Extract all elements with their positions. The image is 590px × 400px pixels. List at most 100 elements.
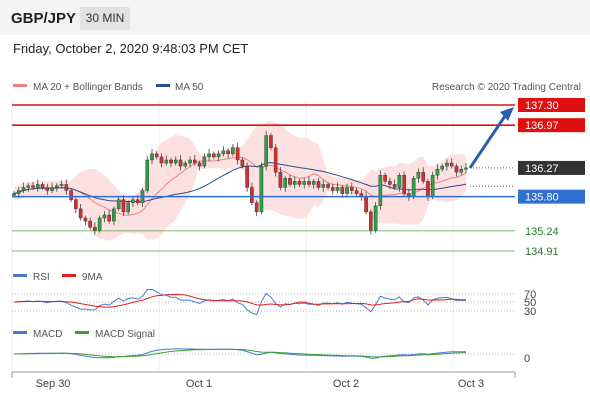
candle-body bbox=[173, 159, 178, 164]
candle-body bbox=[69, 190, 73, 200]
candle bbox=[154, 151, 159, 160]
candle bbox=[59, 180, 64, 189]
candle bbox=[102, 211, 107, 223]
x-axis: Sep 30 Oct 1 Oct 2 Oct 3 bbox=[11, 371, 516, 390]
candle bbox=[416, 168, 421, 183]
candle-body bbox=[178, 159, 183, 167]
candle bbox=[283, 175, 288, 192]
candle-body bbox=[335, 187, 340, 191]
candle-body bbox=[131, 199, 135, 203]
candle bbox=[378, 170, 383, 211]
candle bbox=[340, 185, 345, 198]
candle bbox=[388, 177, 392, 189]
candle-body bbox=[430, 175, 435, 197]
legend-swatch-ma20 bbox=[13, 84, 27, 87]
candle-body bbox=[102, 214, 107, 219]
candle bbox=[245, 162, 249, 192]
rsi-9ma-line bbox=[13, 293, 467, 308]
candle bbox=[112, 206, 116, 226]
candle-body bbox=[221, 150, 226, 155]
candle bbox=[69, 188, 73, 203]
candle-body bbox=[383, 175, 387, 182]
macd-signal-line bbox=[14, 348, 467, 358]
candle-body bbox=[397, 175, 402, 188]
candle bbox=[435, 164, 440, 180]
level-label-136.97: 136.97 bbox=[525, 120, 559, 132]
x-label-oct3: Oct 3 bbox=[458, 378, 484, 390]
candle bbox=[188, 156, 192, 168]
candle-body bbox=[40, 184, 45, 188]
legend-label-rsi-9ma: 9MA bbox=[82, 272, 103, 283]
candle-body bbox=[88, 220, 92, 228]
candle bbox=[354, 188, 359, 197]
candle-body bbox=[59, 184, 64, 186]
candle-body bbox=[212, 153, 216, 158]
legend-swatch-ma50 bbox=[156, 84, 170, 87]
candle-body bbox=[202, 156, 207, 167]
candle bbox=[202, 153, 207, 169]
candle bbox=[178, 155, 183, 171]
candle bbox=[350, 182, 354, 195]
candle bbox=[259, 162, 264, 215]
candle-body bbox=[126, 202, 130, 213]
candle bbox=[330, 183, 335, 195]
candle-body bbox=[31, 185, 35, 188]
legend-swatch-macd bbox=[13, 331, 27, 334]
candle-body bbox=[302, 181, 307, 185]
watermark-text: Research © 2020 Trading Central bbox=[432, 82, 581, 93]
candle bbox=[221, 145, 226, 157]
candle bbox=[445, 159, 449, 171]
candle-body bbox=[292, 181, 297, 185]
candle-body bbox=[188, 159, 192, 164]
candle-body bbox=[55, 185, 59, 188]
macd-panel: MACD MACD Signal 0 bbox=[12, 329, 530, 365]
symbol-title: GBP/JPY bbox=[11, 10, 77, 27]
candle bbox=[373, 202, 378, 233]
candle-body bbox=[169, 159, 173, 164]
candle bbox=[173, 156, 178, 166]
candle-body bbox=[164, 159, 169, 164]
ma50-line bbox=[13, 162, 467, 203]
forecast-arrow bbox=[468, 107, 514, 169]
candle bbox=[235, 142, 240, 165]
candle-body bbox=[269, 135, 273, 148]
candle bbox=[254, 200, 259, 217]
candle-body bbox=[83, 217, 88, 222]
candle bbox=[392, 179, 397, 190]
candle-body bbox=[278, 171, 283, 188]
x-label-sep30: Sep 30 bbox=[36, 378, 71, 390]
candle bbox=[421, 167, 425, 184]
candle bbox=[131, 196, 135, 208]
candle-body bbox=[421, 171, 425, 182]
candle bbox=[250, 182, 254, 206]
candle bbox=[430, 171, 435, 200]
candle-body bbox=[373, 205, 378, 231]
level-label-135.80: 135.80 bbox=[525, 192, 559, 204]
candle-body bbox=[264, 135, 268, 167]
candle bbox=[216, 150, 221, 162]
candle-body bbox=[226, 150, 230, 155]
candle bbox=[440, 163, 445, 172]
candle bbox=[83, 215, 88, 226]
x-label-oct2: Oct 2 bbox=[333, 378, 359, 390]
level-tag-137.30 bbox=[518, 98, 585, 112]
rsi-tick-50: 50 bbox=[524, 297, 536, 309]
candle bbox=[273, 144, 278, 177]
candle bbox=[197, 160, 202, 171]
forecast-arrow-shaft bbox=[468, 115, 507, 169]
timeframe-badge[interactable]: 30 MIN bbox=[80, 7, 130, 30]
candle bbox=[264, 130, 268, 171]
candle-body bbox=[16, 190, 21, 194]
candle-body bbox=[464, 167, 468, 170]
legend-label-macd-signal: MACD Signal bbox=[95, 329, 155, 340]
x-label-oct1: Oct 1 bbox=[186, 378, 212, 390]
candle bbox=[207, 148, 211, 162]
candle-body bbox=[411, 178, 416, 197]
legend-swatch-rsi bbox=[13, 274, 27, 277]
forecast-arrow-head bbox=[500, 107, 514, 121]
candle bbox=[159, 153, 164, 168]
rsi-tick-70: 70 bbox=[524, 289, 536, 301]
candle-body bbox=[192, 159, 197, 164]
candle-body bbox=[449, 162, 454, 167]
